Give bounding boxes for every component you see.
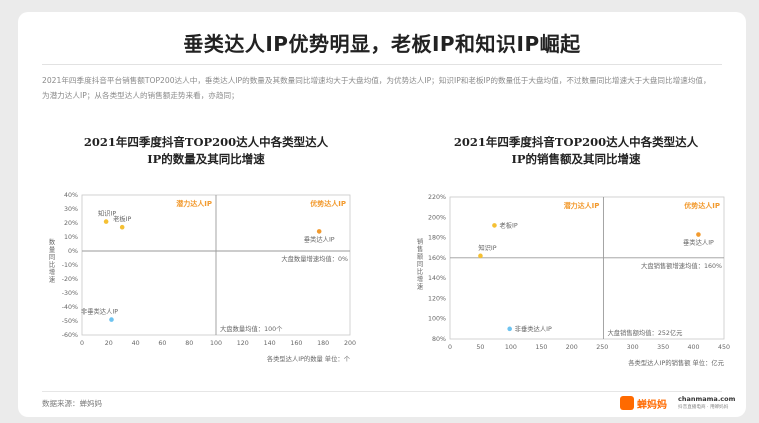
y-tick-label: 0% [68, 248, 78, 255]
chart-1-title-line-2: IP的数量及其同比增速 [147, 152, 265, 166]
y-axis-title-char: 销 [417, 237, 423, 246]
footer-divider [42, 391, 722, 392]
x-tick-label: 20 [105, 340, 113, 347]
data-point-label: 垂类达人IP [304, 234, 335, 243]
page-description: 2021年四季度抖音平台销售额TOP200达人中，垂类达人IP的数量及其数量同比… [42, 76, 711, 100]
y-tick-label: 40% [64, 192, 78, 199]
chart-1-title: 2021年四季度抖音TOP200达人中各类型达人 IP的数量及其同比增速 [56, 134, 356, 168]
y-tick-label: 140% [428, 275, 446, 282]
y-tick-label: 20% [64, 220, 78, 227]
brand-name: 蝉妈妈 [637, 400, 667, 411]
reference-x-label: 大盘销售额均值：252亿元 [607, 328, 683, 337]
sales-growth-scatter-chart: 220% 200% 180% 160% 140% 120% 100% 80%0 50 100 150… [417, 194, 730, 367]
x-tick-label: 200 [566, 344, 578, 351]
x-tick-label: 40 [132, 340, 140, 347]
y-tick-label: 120% [428, 295, 446, 302]
x-tick-label: 120 [237, 340, 249, 347]
y-tick-label: -30% [62, 290, 78, 297]
x-tick-label: 60 [158, 340, 166, 347]
x-tick-label: 400 [688, 344, 700, 351]
x-tick-label: 450 [718, 344, 730, 351]
y-tick-label: 220% [428, 194, 446, 201]
reference-y-label: 大盘销售额增速均值：160% [641, 261, 722, 270]
y-axis-title-char: 额 [417, 252, 424, 261]
x-tick-label: 0 [80, 340, 84, 347]
data-point-label: 知识IP [478, 243, 496, 252]
data-point [492, 223, 497, 228]
y-tick-label: 200% [428, 214, 446, 221]
y-tick-label: 30% [64, 206, 78, 213]
y-tick-label: -50% [62, 318, 78, 325]
quadrant-label-top-right: 优势达人IP [310, 199, 346, 208]
brand-domain: chanmama.com [678, 395, 736, 403]
y-tick-label: -60% [62, 332, 78, 339]
y-tick-label: 100% [428, 316, 446, 323]
slide-card: 垂类达人IP优势明显，老板IP和知识IP崛起 2021年四季度抖音平台销售额TO… [18, 12, 746, 417]
y-axis-title-char: 增 [49, 267, 55, 276]
x-tick-label: 160 [290, 340, 302, 347]
data-point-label: 非垂类达人IP [515, 324, 552, 333]
y-axis-title-char: 比 [417, 267, 423, 276]
data-point [119, 224, 125, 230]
y-axis-title-char: 比 [49, 260, 55, 269]
data-point [103, 219, 109, 224]
data-point [507, 326, 512, 332]
reference-x-label: 大盘数量均值：100个 [220, 324, 283, 333]
chart-2-title-line-2: IP的销售额及其同比增速 [511, 152, 641, 166]
y-tick-label: -20% [62, 276, 78, 283]
x-tick-label: 200 [344, 340, 356, 347]
x-tick-label: 140 [264, 340, 276, 347]
x-tick-label: 0 [448, 344, 452, 351]
data-point [316, 229, 322, 234]
y-axis-title-char: 同 [49, 253, 55, 261]
y-axis-title-char: 同 [417, 260, 423, 268]
y-axis-title-char: 数 [49, 237, 56, 246]
data-point [109, 317, 114, 322]
chart-1-title-line-1: 2021年四季度抖音TOP200达人中各类型达人 [83, 135, 329, 149]
data-point [696, 232, 701, 237]
data-point-label: 非垂类达人IP [81, 307, 118, 316]
x-axis-title: 各类型达人IP的数量 单位：个 [267, 354, 351, 363]
data-point [478, 253, 483, 259]
data-point-label: 老板IP [113, 214, 131, 223]
page-title: 垂类达人IP优势明显，老板IP和知识IP崛起 [183, 32, 581, 56]
x-tick-label: 180 [317, 340, 329, 347]
x-axis-title: 各类型达人IP的销售额 单位：亿元 [628, 358, 725, 367]
plot-frame [449, 196, 725, 340]
y-axis-title-char: 速 [49, 276, 56, 284]
x-tick-label: 80 [185, 340, 193, 347]
data-point-label: 知识IP [98, 209, 116, 218]
title-divider [42, 64, 722, 65]
data-point-label: 垂类达人IP [683, 238, 714, 247]
y-tick-label: 80% [432, 336, 446, 343]
x-tick-label: 350 [657, 344, 669, 351]
y-tick-label: -10% [62, 262, 78, 269]
x-tick-label: 300 [627, 344, 639, 351]
y-axis-title-char: 增 [417, 274, 423, 283]
y-axis-title-char: 售 [417, 244, 423, 253]
quantity-growth-scatter-chart: 40% 30% 20% 10% 0% -10% -20% -30% -40% -50% -60%0 2… [49, 192, 356, 363]
y-tick-label: 180% [428, 235, 446, 242]
x-tick-label: 250 [596, 344, 608, 351]
quadrant-label-top-left: 潜力达人IP [564, 201, 600, 210]
quadrant-label-top-left: 潜力达人IP [176, 199, 212, 208]
reference-y-label: 大盘数量增速均值：0% [281, 254, 348, 263]
cicada-logo-icon [620, 396, 634, 410]
brand-tagline: 抖音直播电商 · 用蝉妈妈 [678, 405, 729, 410]
x-tick-label: 100 [210, 340, 222, 347]
brand-logo: 蝉妈妈 chanmama.com 抖音直播电商 · 用蝉妈妈 [620, 393, 740, 413]
quadrant-label-top-right: 优势达人IP [684, 201, 720, 210]
data-source-note: 数据来源：蝉妈妈 [42, 399, 102, 408]
x-tick-label: 150 [535, 344, 547, 351]
y-tick-label: 10% [64, 234, 78, 241]
y-axis-title-char: 速 [417, 283, 424, 291]
y-tick-label: -40% [62, 304, 78, 311]
y-axis-title-char: 量 [49, 246, 56, 254]
x-tick-label: 100 [505, 344, 517, 351]
y-tick-label: 160% [428, 255, 446, 262]
data-point-label: 老板IP [499, 220, 517, 229]
x-tick-label: 50 [476, 344, 484, 351]
chart-2-title-line-1: 2021年四季度抖音TOP200达人中各类型达人 [453, 135, 699, 149]
chart-2-title: 2021年四季度抖音TOP200达人中各类型达人 IP的销售额及其同比增速 [426, 134, 726, 168]
